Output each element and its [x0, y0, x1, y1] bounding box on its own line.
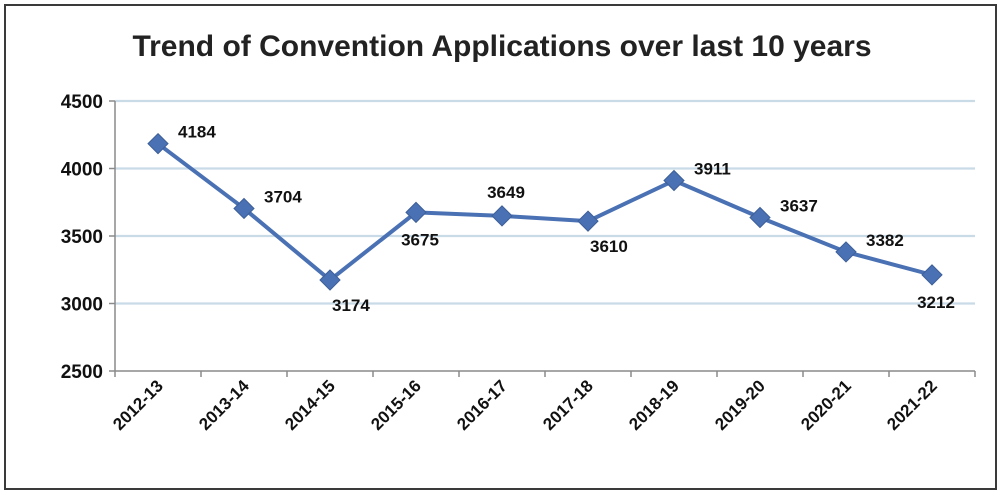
y-tick-label: 2500: [61, 362, 103, 383]
x-tick-label: 2015-16: [367, 376, 425, 434]
x-tick-label: 2016-17: [453, 376, 511, 434]
x-tick-label: 2019-20: [711, 376, 769, 434]
data-point-marker: [405, 201, 427, 224]
series-line: [156, 142, 933, 283]
data-point-marker: [319, 269, 341, 291]
data-label: 3911: [694, 160, 731, 179]
data-label: 3174: [332, 296, 370, 315]
data-label: 3382: [866, 231, 904, 250]
y-tick-label: 3000: [61, 295, 103, 316]
data-point-marker: [233, 197, 255, 220]
data-label: 3637: [780, 197, 818, 216]
x-tick-label: 2021-22: [883, 376, 941, 434]
data-point-marker: [147, 132, 169, 155]
x-axis-ticks: 2012-13 2013-14 2014-15 2015-16 2016-17 2017-…: [109, 376, 941, 434]
x-tick-label: 2020-21: [797, 376, 855, 434]
data-point-marker: [577, 210, 599, 232]
y-tick-label: 3500: [61, 227, 103, 248]
data-point-marker: [921, 264, 943, 286]
y-tick-label: 4500: [61, 92, 103, 113]
x-tick-label: 2018-19: [625, 376, 683, 434]
data-label: 3610: [590, 237, 628, 256]
data-label: 4184: [178, 123, 216, 142]
data-point-marker: [491, 205, 513, 227]
x-tick-label: 2017-18: [539, 376, 597, 434]
x-tick-label: 2013-14: [195, 376, 253, 434]
data-label: 3704: [264, 187, 302, 206]
x-tick-label: 2014-15: [281, 376, 339, 434]
data-label: 3212: [917, 293, 955, 312]
data-label: 3649: [487, 183, 525, 202]
data-point-marker: [663, 169, 685, 192]
x-tick-label: 2012-13: [109, 376, 167, 434]
series: [147, 132, 943, 291]
data-labels: 4184 3704 3174 3675 3649 3610 3911 3637 3382 3212: [178, 123, 955, 315]
y-axis-ticks: 2500 3000 3500 4000 4500: [61, 92, 103, 383]
data-label: 3675: [401, 230, 439, 249]
data-point-marker: [749, 206, 771, 229]
grid: [115, 99, 975, 305]
data-point-marker: [835, 241, 857, 263]
axes: [109, 100, 976, 377]
y-tick-label: 4000: [61, 160, 103, 181]
chart-title: Trend of Convention Applications over la…: [132, 30, 871, 63]
